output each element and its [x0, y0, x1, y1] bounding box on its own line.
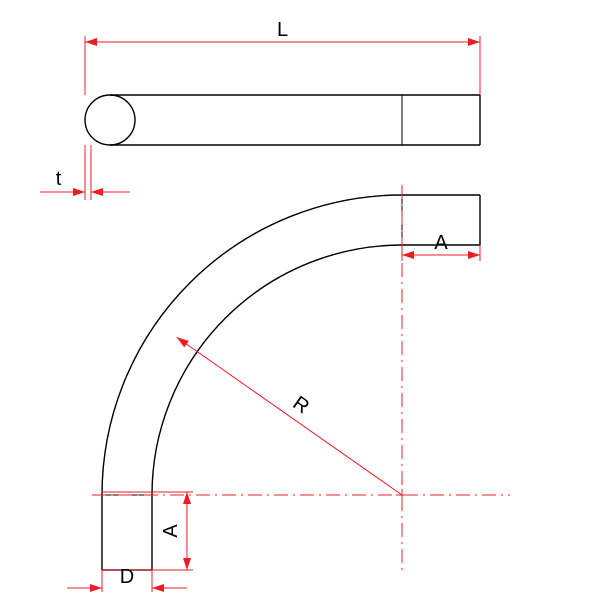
dim-label-R: R [289, 392, 313, 418]
technical-drawing: Lt A A D R [0, 0, 600, 600]
dim-label-t: t [56, 168, 62, 190]
dim-label-L: L [277, 19, 288, 41]
dim-label-A: A [434, 232, 448, 254]
dimensions: Lt A A D R [40, 19, 480, 592]
dim-label-D: D [120, 566, 134, 588]
pipe-bend [85, 95, 480, 570]
dim-label-A: A [160, 524, 182, 538]
